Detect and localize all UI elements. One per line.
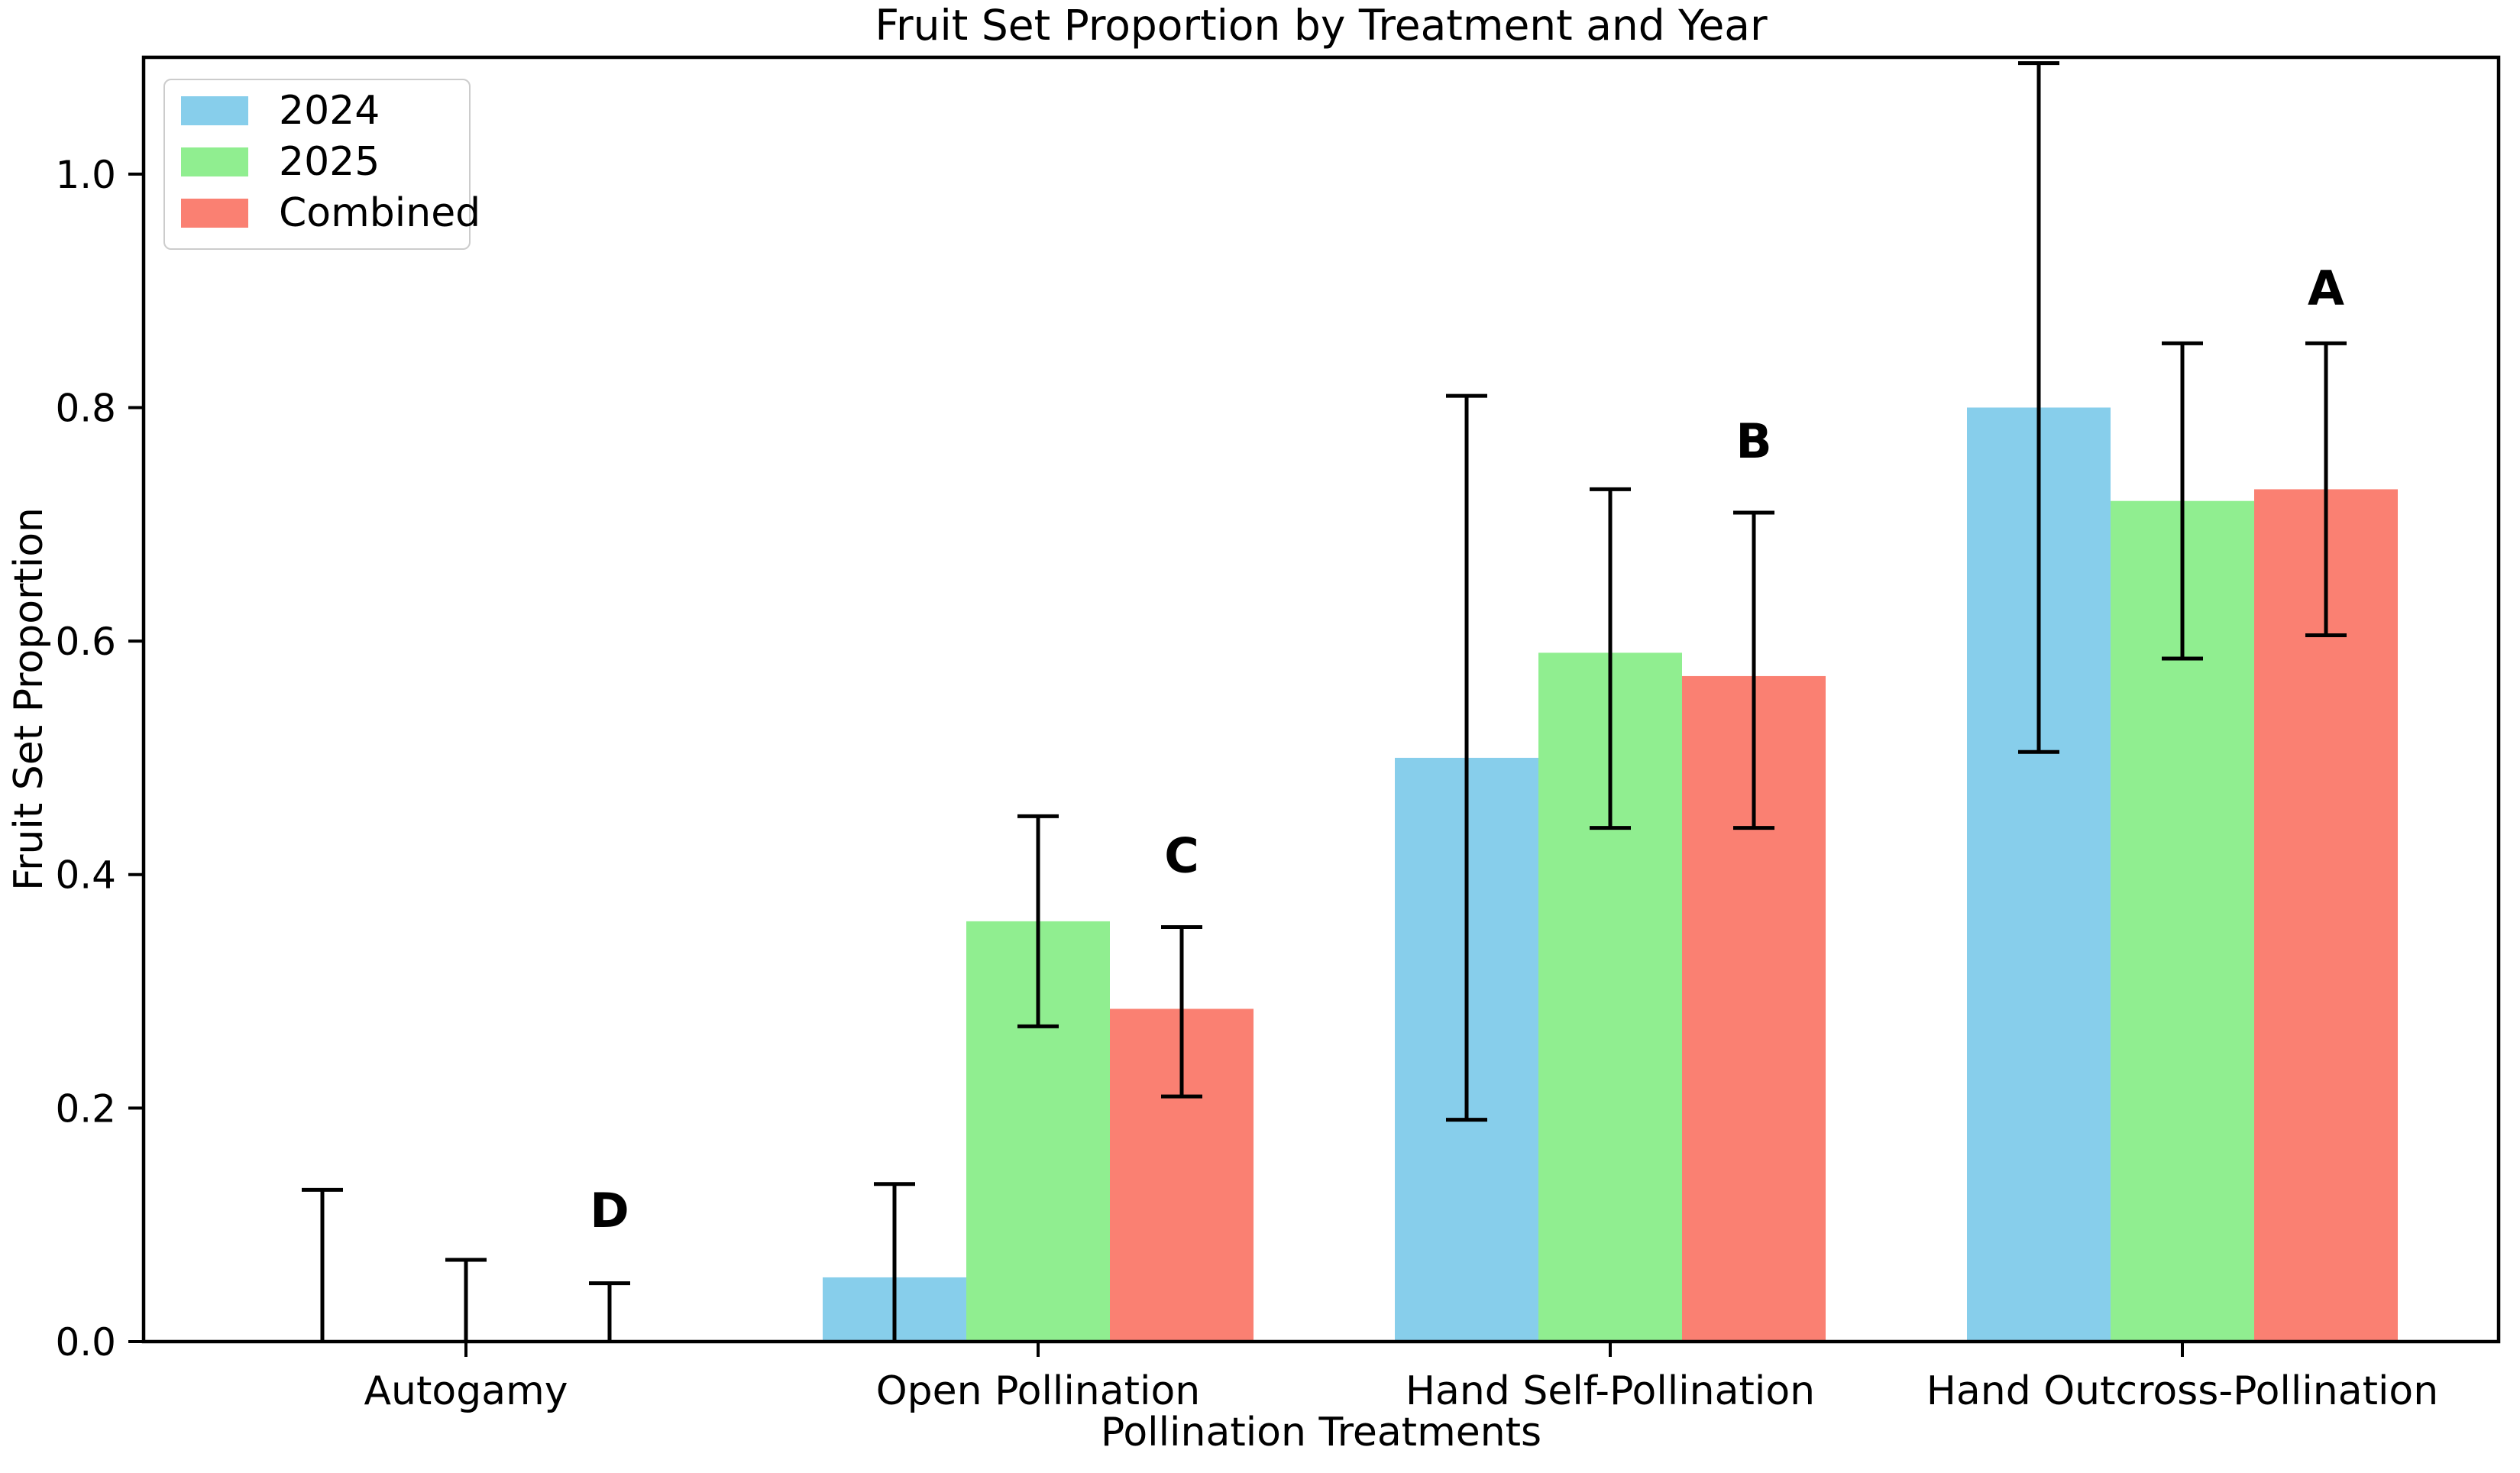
y-tick-label: 1.0: [55, 153, 116, 197]
sig-letter-A: A: [2308, 261, 2344, 316]
legend-swatch-2024: [181, 96, 248, 125]
legend-label: Combined: [279, 190, 481, 236]
legend-row: Combined: [181, 193, 480, 233]
legend: 2024 2025 Combined: [163, 79, 480, 250]
y-tick-label: 0.2: [55, 1086, 116, 1131]
axes-spines: [141, 55, 2501, 1344]
legend-swatch-combined: [181, 199, 248, 228]
sig-letter-B: B: [1736, 413, 1771, 469]
x-tick-label: Autogamy: [364, 1368, 568, 1414]
x-axis-label: Pollination Treatments: [1100, 1410, 1542, 1455]
legend-swatch-2025: [181, 147, 248, 176]
y-tick-label: 0.8: [55, 386, 116, 430]
y-axis-label: Fruit Set Proportion: [6, 507, 52, 892]
x-tick-label: Hand Outcross-Pollination: [1926, 1368, 2438, 1414]
sig-letter-C: C: [1164, 828, 1199, 884]
legend-label: 2025: [279, 139, 380, 185]
sig-letter-D: D: [590, 1183, 629, 1238]
legend-label: 2024: [279, 88, 380, 134]
y-tick-label: 0.4: [55, 853, 116, 898]
x-tick-label: Hand Self-Pollination: [1406, 1368, 1815, 1414]
y-tick-label: 0.6: [55, 620, 116, 664]
legend-row: 2024: [181, 88, 469, 134]
legend-row: 2025: [181, 139, 469, 185]
chart-title: Fruit Set Proportion by Treatment and Ye…: [875, 1, 1768, 50]
x-tick-label: Open Pollination: [876, 1368, 1201, 1414]
y-tick-label: 0.0: [55, 1320, 116, 1365]
